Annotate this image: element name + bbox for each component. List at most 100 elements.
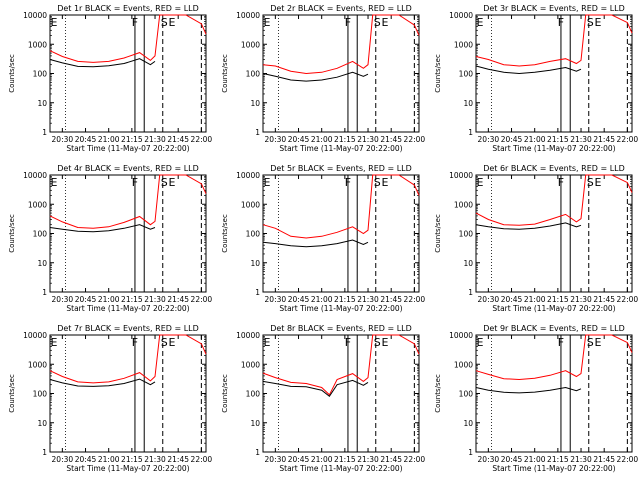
x-tick-label: 21:30: [144, 455, 166, 464]
marker-letter: F: [132, 336, 138, 349]
marker-letter: E: [477, 336, 484, 349]
y-tick-label: 10000: [236, 331, 260, 340]
series-line-lld: [262, 334, 420, 396]
x-tick-label: 22:00: [404, 455, 426, 464]
plot-frame: [475, 334, 633, 453]
chart-panel-7: Det 7r BLACK = Events, RED = LLD 1 10 100 10…: [8, 324, 212, 473]
y-axis-label: Counts/sec: [221, 374, 229, 413]
x-tick-label: 21:45: [167, 455, 189, 464]
y-tick-label: 1000: [454, 40, 473, 49]
y-tick-label: 1000: [241, 200, 260, 209]
x-tick-label: 21:15: [334, 295, 356, 304]
y-tick-label: 10: [463, 99, 473, 108]
series-line-events: [262, 379, 369, 398]
y-tick-label: 10000: [23, 11, 47, 20]
marker-letter: F: [558, 336, 564, 349]
series-line-events: [49, 58, 156, 68]
x-tick-label: 20:30: [265, 455, 287, 464]
y-tick-label: 1: [42, 288, 47, 297]
marker-letter: E: [477, 176, 484, 189]
marker-letter: E: [382, 16, 389, 29]
y-tick-label: 1000: [241, 40, 260, 49]
x-tick-label: 21:00: [98, 295, 120, 304]
x-tick-label: 21:00: [311, 135, 333, 144]
x-tick-label: 21:00: [524, 135, 546, 144]
x-tick-label: 20:45: [288, 455, 310, 464]
x-tick-label: 20:45: [75, 455, 97, 464]
x-tick-label: 21:30: [570, 455, 592, 464]
marker-letter: E: [264, 16, 271, 29]
y-tick-label: 10000: [23, 331, 47, 340]
marker-letter: E: [382, 336, 389, 349]
x-tick-label: 21:00: [98, 455, 120, 464]
x-axis-label: Start Time (11-May-07 20:22:00): [66, 464, 189, 473]
marker-letter: S: [374, 336, 381, 349]
x-tick-label: 21:45: [593, 135, 615, 144]
y-tick-label: 10: [250, 419, 260, 428]
x-tick-label: 22:00: [191, 455, 213, 464]
y-tick-label: 1: [468, 288, 473, 297]
series-line-lld: [262, 14, 420, 75]
x-tick-label: 20:30: [52, 455, 74, 464]
chart-panel-4: Det 4r BLACK = Events, RED = LLD 1 10 100 10…: [8, 164, 212, 313]
series-line-events: [475, 222, 582, 230]
y-axis-label: Counts/sec: [434, 54, 442, 93]
y-tick-label: 1: [468, 448, 473, 457]
plot-frame: [475, 174, 633, 293]
x-axis-label: Start Time (11-May-07 20:22:00): [279, 464, 402, 473]
x-tick-label: 21:15: [334, 455, 356, 464]
plot-frame: [49, 334, 207, 453]
x-tick-label: 20:45: [501, 295, 523, 304]
plot-frame: [49, 174, 207, 293]
chart-title: Det 8r BLACK = Events, RED = LLD: [270, 324, 412, 333]
y-axis-label: Counts/sec: [434, 374, 442, 413]
marker-letter: S: [161, 16, 168, 29]
x-tick-label: 21:15: [121, 295, 143, 304]
x-axis-label: Start Time (11-May-07 20:22:00): [66, 304, 189, 313]
x-tick-label: 21:00: [524, 295, 546, 304]
x-tick-label: 21:30: [357, 455, 379, 464]
marker-letter: E: [51, 176, 58, 189]
y-tick-label: 1000: [28, 200, 47, 209]
chart-title: Det 5r BLACK = Events, RED = LLD: [270, 164, 412, 173]
x-tick-label: 21:15: [121, 135, 143, 144]
chart-title: Det 7r BLACK = Events, RED = LLD: [57, 324, 199, 333]
x-tick-label: 20:45: [288, 135, 310, 144]
x-tick-label: 22:00: [617, 455, 639, 464]
y-tick-label: 100: [459, 70, 474, 79]
x-tick-label: 21:15: [547, 295, 569, 304]
chart-title: Det 2r BLACK = Events, RED = LLD: [270, 4, 412, 13]
y-tick-label: 1000: [454, 200, 473, 209]
marker-letter: F: [345, 176, 351, 189]
marker-letter: E: [264, 176, 271, 189]
series-line-events: [262, 239, 369, 248]
y-axis-label: Counts/sec: [221, 214, 229, 253]
x-tick-label: 20:30: [478, 455, 500, 464]
y-tick-label: 10: [37, 99, 47, 108]
plot-frame: [262, 14, 420, 133]
y-tick-label: 100: [459, 390, 474, 399]
y-axis-label: Counts/sec: [221, 54, 229, 93]
x-axis-label: Start Time (11-May-07 20:22:00): [492, 464, 615, 473]
marker-letter: E: [264, 336, 271, 349]
x-tick-label: 21:45: [167, 295, 189, 304]
x-tick-label: 21:30: [357, 135, 379, 144]
x-tick-label: 20:30: [52, 135, 74, 144]
chart-title: Det 1r BLACK = Events, RED = LLD: [57, 4, 199, 13]
x-tick-label: 20:30: [265, 295, 287, 304]
marker-letter: F: [132, 176, 138, 189]
x-tick-label: 21:00: [98, 135, 120, 144]
y-tick-label: 10000: [449, 171, 473, 180]
y-tick-label: 100: [33, 230, 48, 239]
x-tick-label: 20:30: [52, 295, 74, 304]
series-line-lld: [49, 334, 207, 384]
y-axis-label: Counts/sec: [8, 214, 16, 253]
y-tick-label: 10: [37, 419, 47, 428]
x-tick-label: 21:30: [144, 135, 166, 144]
y-tick-label: 100: [246, 70, 261, 79]
marker-letter: E: [169, 16, 176, 29]
chart-panel-6: Det 6r BLACK = Events, RED = LLD 1 10 100 10…: [434, 164, 638, 313]
series-line-events: [49, 378, 156, 387]
y-axis-label: Counts/sec: [434, 214, 442, 253]
y-tick-label: 100: [33, 390, 48, 399]
